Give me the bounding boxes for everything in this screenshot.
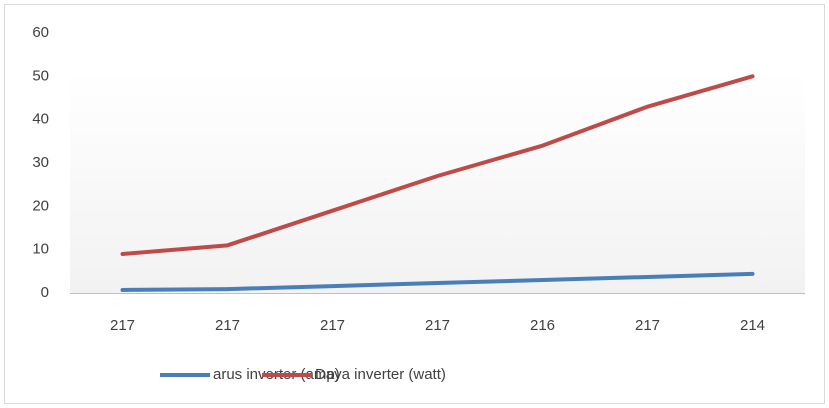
x-tick-label: 216 bbox=[530, 317, 555, 334]
y-tick-label: 10 bbox=[32, 241, 49, 258]
x-tick-label: 217 bbox=[635, 317, 660, 334]
x-tick-label: 217 bbox=[320, 317, 345, 334]
y-tick-label: 20 bbox=[32, 197, 49, 214]
y-tick-label: 40 bbox=[32, 111, 49, 128]
legend-label: Daya inverter (watt) bbox=[315, 366, 446, 383]
x-tick-label: 217 bbox=[215, 317, 240, 334]
series-line bbox=[120, 271, 755, 292]
y-tick-label: 30 bbox=[32, 154, 49, 171]
series-line bbox=[120, 74, 755, 256]
x-tick-label: 217 bbox=[110, 317, 135, 334]
y-tick-label: 60 bbox=[32, 24, 49, 41]
plot-background bbox=[70, 70, 805, 293]
y-tick-label: 0 bbox=[41, 284, 49, 301]
y-tick-label: 50 bbox=[32, 67, 49, 84]
x-tick-label: 214 bbox=[740, 317, 765, 334]
x-tick-label: 217 bbox=[425, 317, 450, 334]
